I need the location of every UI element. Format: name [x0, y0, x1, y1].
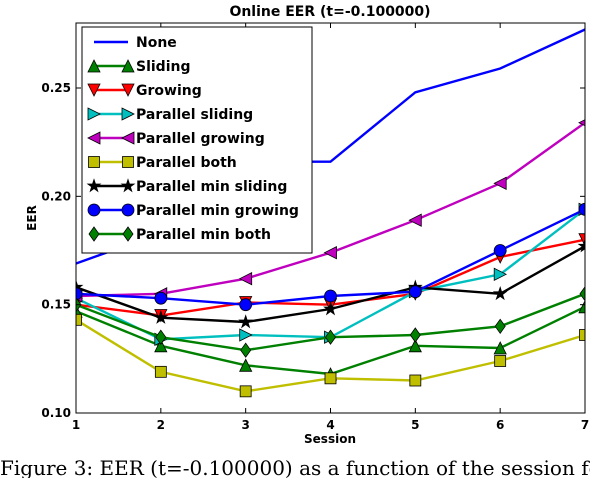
legend: None Sliding Growing Parallel sliding Parall…: [81, 26, 313, 254]
figure-caption: Figure 3: EER (t=-0.100000) as a functio…: [0, 456, 590, 478]
x-tick-label: 3: [241, 418, 249, 432]
legend-marker: [87, 59, 101, 73]
y-axis-label: EER: [25, 205, 39, 231]
data-point-parallel-sliding: [239, 328, 253, 342]
data-point-sliding: [493, 341, 507, 355]
legend-item-parallel-growing: Parallel growing: [87, 131, 265, 147]
y-tick-label: 0.15: [41, 298, 71, 312]
data-point-parallel-both: [324, 372, 337, 385]
data-point-parallel-min-growing: [324, 289, 337, 303]
data-point-parallel-min-sliding: [153, 309, 169, 324]
x-tick-label: 1: [72, 418, 80, 432]
data-point-growing: [578, 233, 585, 247]
x-tick-label: 2: [157, 418, 165, 432]
legend-marker: [122, 226, 134, 242]
data-point-sliding: [154, 338, 168, 353]
legend-box: [81, 26, 313, 254]
plot-lines: [76, 28, 585, 398]
chart-title: Online EER (t=-0.100000): [229, 4, 430, 20]
legend-marker: [88, 226, 100, 242]
chart: Online EER (t=-0.100000) 1 2 3 4 5 6 7 0.10 0.15…: [25, 4, 590, 446]
data-point-sliding: [408, 338, 422, 353]
legend-marker: [88, 156, 100, 168]
data-point-parallel-min-both: [325, 329, 336, 345]
legend-label: Sliding: [136, 59, 191, 75]
data-point-parallel-growing: [578, 119, 585, 127]
data-point-parallel-both: [154, 365, 167, 378]
data-point-parallel-min-growing: [408, 285, 422, 299]
data-point-parallel-min-growing: [493, 244, 507, 257]
x-tick-label: 7: [581, 418, 589, 432]
data-point-parallel-both: [579, 329, 585, 341]
x-tick-label: 5: [411, 418, 419, 432]
x-axis-label: Session: [304, 432, 356, 446]
legend-marker: [121, 59, 135, 73]
legend-marker: [121, 131, 135, 145]
data-point-parallel-min-both: [494, 318, 506, 334]
y-tick-label: 0.20: [41, 189, 71, 203]
x-tick-label: 6: [496, 418, 504, 432]
data-point-parallel-min-sliding: [323, 301, 338, 316]
tick-labels: 1 2 3 4 5 6 7 0.10 0.15 0.20 0.25: [41, 81, 589, 432]
data-point-parallel-min-growing: [239, 298, 253, 312]
legend-item-parallel-both: Parallel both: [88, 155, 237, 171]
data-point-parallel-min-both: [240, 342, 252, 358]
legend-label: Parallel growing: [136, 131, 265, 147]
y-tick-label: 0.10: [41, 406, 71, 420]
legend-item-parallel-min-sliding: Parallel min sliding: [86, 178, 287, 195]
legend-label: Growing: [136, 83, 202, 99]
data-point-parallel-min-sliding: [492, 285, 508, 301]
data-point-parallel-min-sliding: [238, 314, 253, 329]
legend-marker: [121, 107, 135, 121]
legend-marker: [122, 156, 134, 168]
legend-marker: [87, 203, 101, 217]
data-point-parallel-both: [239, 385, 252, 398]
series-parallel-min-sliding: [76, 238, 585, 329]
data-point-parallel-growing: [408, 213, 422, 227]
legend-item-none: None: [94, 35, 177, 51]
data-point-parallel-growing: [493, 176, 507, 190]
data-point-parallel-min-growing: [76, 287, 83, 301]
legend-label: Parallel min growing: [136, 203, 299, 219]
legend-marker: [121, 203, 135, 217]
data-point-parallel-both: [409, 374, 422, 387]
legend-label: Parallel min sliding: [136, 179, 287, 195]
legend-marker: [86, 178, 102, 193]
data-point-sliding: [239, 358, 253, 372]
legend-marker: [120, 178, 136, 193]
data-point-parallel-both: [76, 313, 82, 326]
y-tick-label: 0.25: [41, 81, 71, 95]
legend-item-parallel-sliding: Parallel sliding: [87, 107, 253, 123]
legend-marker: [121, 83, 135, 97]
legend-label: Parallel sliding: [136, 107, 253, 123]
legend-label: Parallel both: [136, 155, 237, 171]
legend-marker: [87, 83, 101, 97]
data-point-parallel-min-growing: [154, 291, 168, 305]
legend-marker: [87, 131, 101, 145]
data-point-parallel-min-both: [579, 286, 585, 302]
data-point-sliding: [578, 299, 585, 314]
data-point-parallel-min-growing: [578, 202, 585, 216]
legend-item-growing: Growing: [87, 83, 202, 99]
legend-item-parallel-min-growing: Parallel min growing: [87, 203, 299, 219]
x-tick-label: 4: [326, 418, 334, 432]
data-point-parallel-growing: [238, 272, 253, 286]
legend-item-sliding: Sliding: [87, 59, 191, 75]
legend-label: Parallel min both: [136, 227, 271, 243]
data-point-parallel-min-both: [155, 329, 167, 345]
series-parallel-min-growing: [76, 202, 585, 312]
data-point-parallel-both: [494, 355, 507, 367]
legend-marker: [87, 107, 101, 121]
data-point-parallel-min-both: [409, 327, 421, 343]
legend-item-parallel-min-both: Parallel min both: [88, 226, 271, 243]
legend-label: None: [136, 35, 177, 51]
data-point-parallel-sliding: [493, 267, 508, 281]
data-point-parallel-growing: [323, 246, 337, 260]
series-parallel-min-both: [76, 286, 585, 358]
data-point-parallel-min-sliding: [577, 238, 585, 253]
series-parallel-both: [76, 313, 585, 398]
